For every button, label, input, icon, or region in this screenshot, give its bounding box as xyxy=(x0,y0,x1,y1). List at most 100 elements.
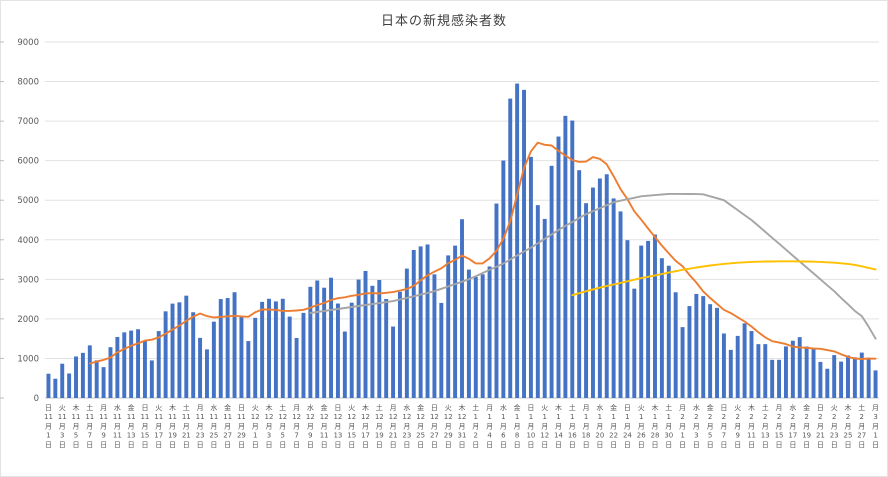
bar xyxy=(866,358,871,398)
bar xyxy=(273,301,278,398)
x-axis-label: 火 2 月 23 日 xyxy=(830,404,839,449)
bar xyxy=(466,269,471,398)
bar xyxy=(260,301,265,398)
x-axis-label: 火 11 月 3 日 xyxy=(58,404,67,449)
bar xyxy=(694,293,699,398)
bar xyxy=(384,299,389,398)
bar xyxy=(501,160,506,398)
x-axis-label: 日 1 月 10 日 xyxy=(526,404,535,449)
y-axis-label: 0 xyxy=(34,394,39,404)
bar xyxy=(453,245,458,398)
bar xyxy=(60,363,65,398)
bar xyxy=(122,332,127,398)
bar xyxy=(584,203,589,398)
bar xyxy=(508,98,513,398)
bar xyxy=(666,265,671,398)
bar xyxy=(570,120,575,398)
bar xyxy=(611,198,616,398)
y-axis-label: 2000 xyxy=(17,315,39,325)
bar xyxy=(136,329,141,398)
bar xyxy=(94,360,99,398)
bar xyxy=(852,357,857,398)
bar xyxy=(356,279,361,398)
bar xyxy=(46,373,51,398)
bar xyxy=(418,246,423,398)
x-axis-label: 火 1 月 12 日 xyxy=(540,404,549,449)
x-axis-label: 水 2 月 17 日 xyxy=(788,403,797,449)
bar xyxy=(404,268,409,398)
bar xyxy=(460,219,464,398)
bar xyxy=(790,340,795,398)
bar xyxy=(749,331,754,398)
bar xyxy=(425,244,430,398)
bar xyxy=(253,317,258,398)
bar xyxy=(308,286,313,398)
bar xyxy=(549,165,554,398)
x-axis-label: 金 12 月 25 日 xyxy=(416,403,425,449)
bar xyxy=(515,83,520,399)
bar xyxy=(177,302,182,398)
x-axis-label: 日 11 月 15 日 xyxy=(140,404,149,449)
bar xyxy=(287,316,292,398)
bar xyxy=(205,349,209,398)
trend-gray-line xyxy=(309,192,877,340)
bar xyxy=(363,270,368,398)
bar xyxy=(721,333,726,398)
bar xyxy=(239,316,244,398)
bar xyxy=(184,295,189,398)
x-axis-label: 金 11 月 27 日 xyxy=(223,403,232,449)
bar xyxy=(322,287,327,398)
bar xyxy=(80,352,85,398)
bar xyxy=(811,349,816,398)
x-axis-label: 土 11 月 7 日 xyxy=(85,403,94,449)
x-axis-label: 日 1 月 24 日 xyxy=(623,404,632,449)
bar xyxy=(777,359,782,398)
x-axis-label: 木 2 月 11 日 xyxy=(747,403,756,449)
bar xyxy=(232,292,237,398)
bar xyxy=(163,311,168,398)
bar xyxy=(556,136,561,398)
y-axis-label: 6000 xyxy=(17,157,39,167)
x-axis-label: 土 2 月 27 日 xyxy=(857,403,866,449)
bar xyxy=(301,312,306,398)
bar xyxy=(349,302,354,398)
bars-series xyxy=(46,83,878,399)
bar xyxy=(280,298,285,398)
bar xyxy=(53,378,58,398)
bar xyxy=(108,347,113,398)
bar xyxy=(873,370,878,398)
x-axis-label: 火 12 月 15 日 xyxy=(347,404,356,449)
x-axis-label: 月 11 月 23 日 xyxy=(196,404,205,449)
bar xyxy=(87,345,92,398)
x-axis-label: 火 11 月 17 日 xyxy=(154,404,163,449)
bar xyxy=(411,249,416,398)
x-axis-label: 土 12 月 19 日 xyxy=(375,403,384,449)
bar xyxy=(528,156,533,398)
moving-average-orange-line xyxy=(88,141,877,365)
bar xyxy=(329,277,334,398)
x-axis-label: 金 1 月 22 日 xyxy=(609,403,618,449)
gridlines xyxy=(45,41,879,359)
bar xyxy=(742,323,747,398)
bar xyxy=(315,280,320,398)
x-axis-label: 日 11 月 29 日 xyxy=(237,404,246,449)
bar xyxy=(494,203,499,398)
bar xyxy=(735,335,740,398)
bar xyxy=(246,341,251,398)
x-axis-label: 木 12 月 31 日 xyxy=(458,403,467,449)
bar xyxy=(639,245,644,398)
bar xyxy=(398,291,402,398)
bar xyxy=(218,299,223,398)
bar xyxy=(67,373,72,398)
y-axis-label: 1000 xyxy=(17,354,39,364)
x-axis-labels: 日 11 月 1 日火 11 月 3 日木 11 月 5 日土 11 月 7 日月 11 月 9 日水 11 月 11 日金 11… xyxy=(44,403,879,449)
x-axis-label: 土 2 月 13 日 xyxy=(761,403,770,449)
bar xyxy=(377,280,382,398)
bar xyxy=(294,338,299,398)
y-axis-label: 5000 xyxy=(17,196,39,206)
x-axis-label: 水 11 月 11 日 xyxy=(113,403,122,449)
